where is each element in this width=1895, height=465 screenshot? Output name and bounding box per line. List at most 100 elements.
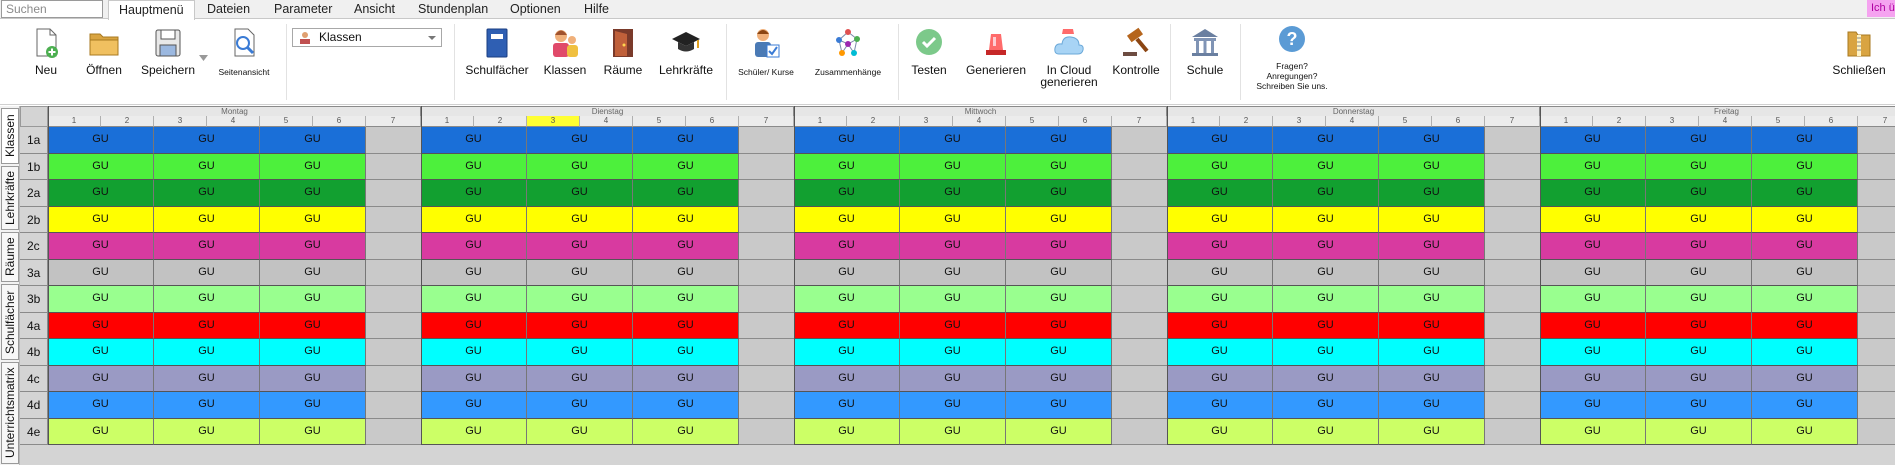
empty-period-cell[interactable] xyxy=(1485,286,1540,313)
empty-period-cell[interactable] xyxy=(366,180,421,207)
class-row-label[interactable]: 4d xyxy=(20,392,48,419)
empty-period-cell[interactable] xyxy=(739,233,794,260)
lesson-cell[interactable]: GU xyxy=(154,312,260,339)
class-row-label[interactable]: 4e xyxy=(20,418,48,445)
empty-period-cell[interactable] xyxy=(1485,365,1540,392)
class-row-label[interactable]: 1a xyxy=(20,127,48,154)
lesson-cell[interactable]: GU xyxy=(1006,180,1112,207)
lesson-cell[interactable]: GU xyxy=(421,339,527,366)
menu-ansicht[interactable]: Ansicht xyxy=(354,2,395,16)
lesson-cell[interactable]: GU xyxy=(1273,206,1379,233)
lesson-cell[interactable]: GU xyxy=(1752,180,1858,207)
class-row-label[interactable]: 3b xyxy=(20,286,48,313)
lesson-cell[interactable]: GU xyxy=(1540,392,1646,419)
period-header[interactable]: 5 xyxy=(1006,116,1059,127)
empty-period-cell[interactable] xyxy=(366,312,421,339)
lesson-cell[interactable]: GU xyxy=(1167,392,1273,419)
empty-period-cell[interactable] xyxy=(739,259,794,286)
lesson-cell[interactable]: GU xyxy=(1646,233,1752,260)
lesson-cell[interactable]: GU xyxy=(527,233,633,260)
empty-period-cell[interactable] xyxy=(1112,312,1167,339)
lesson-cell[interactable]: GU xyxy=(1167,233,1273,260)
lesson-cell[interactable]: GU xyxy=(154,206,260,233)
lesson-cell[interactable]: GU xyxy=(260,339,366,366)
lesson-cell[interactable]: GU xyxy=(48,153,154,180)
lesson-cell[interactable]: GU xyxy=(154,392,260,419)
empty-period-cell[interactable] xyxy=(1485,233,1540,260)
lesson-cell[interactable]: GU xyxy=(794,233,900,260)
lesson-cell[interactable]: GU xyxy=(1273,127,1379,154)
lesson-cell[interactable]: GU xyxy=(1752,127,1858,154)
empty-period-cell[interactable] xyxy=(366,233,421,260)
lesson-cell[interactable]: GU xyxy=(260,233,366,260)
lesson-cell[interactable]: GU xyxy=(1167,312,1273,339)
lesson-cell[interactable]: GU xyxy=(1006,127,1112,154)
test-button[interactable]: Testen xyxy=(906,26,952,77)
empty-period-cell[interactable] xyxy=(739,365,794,392)
lesson-cell[interactable]: GU xyxy=(1646,392,1752,419)
empty-period-cell[interactable] xyxy=(1858,286,1895,313)
lesson-cell[interactable]: GU xyxy=(154,233,260,260)
lesson-cell[interactable]: GU xyxy=(1752,259,1858,286)
lesson-cell[interactable]: GU xyxy=(1540,206,1646,233)
tab-raeume[interactable]: Räume xyxy=(1,232,19,282)
lesson-cell[interactable]: GU xyxy=(633,286,739,313)
empty-period-cell[interactable] xyxy=(1485,127,1540,154)
lesson-cell[interactable]: GU xyxy=(1540,365,1646,392)
lesson-cell[interactable]: GU xyxy=(900,127,1006,154)
empty-period-cell[interactable] xyxy=(1112,365,1167,392)
lesson-cell[interactable]: GU xyxy=(633,127,739,154)
empty-period-cell[interactable] xyxy=(1112,339,1167,366)
empty-period-cell[interactable] xyxy=(1485,392,1540,419)
menu-hauptmenue[interactable]: Hauptmenü xyxy=(108,0,195,20)
lesson-cell[interactable]: GU xyxy=(260,312,366,339)
lesson-cell[interactable]: GU xyxy=(1006,312,1112,339)
empty-period-cell[interactable] xyxy=(1112,180,1167,207)
lesson-cell[interactable]: GU xyxy=(633,153,739,180)
period-header[interactable]: 4 xyxy=(1699,116,1752,127)
lesson-cell[interactable]: GU xyxy=(1273,259,1379,286)
period-header[interactable]: 4 xyxy=(580,116,633,127)
empty-period-cell[interactable] xyxy=(739,312,794,339)
period-header[interactable]: 2 xyxy=(101,116,154,127)
lesson-cell[interactable]: GU xyxy=(1379,312,1485,339)
period-header[interactable]: 3 xyxy=(527,116,580,127)
lesson-cell[interactable]: GU xyxy=(48,418,154,445)
lesson-cell[interactable]: GU xyxy=(154,127,260,154)
lesson-cell[interactable]: GU xyxy=(900,392,1006,419)
lesson-cell[interactable]: GU xyxy=(1752,418,1858,445)
lesson-cell[interactable]: GU xyxy=(1540,259,1646,286)
empty-period-cell[interactable] xyxy=(739,180,794,207)
lesson-cell[interactable]: GU xyxy=(1006,259,1112,286)
lesson-cell[interactable]: GU xyxy=(1006,153,1112,180)
lesson-cell[interactable]: GU xyxy=(633,312,739,339)
empty-period-cell[interactable] xyxy=(1858,365,1895,392)
lesson-cell[interactable]: GU xyxy=(1646,180,1752,207)
period-header[interactable]: 6 xyxy=(1432,116,1485,127)
lesson-cell[interactable]: GU xyxy=(900,312,1006,339)
page-view-button[interactable]: Seitenansicht xyxy=(214,26,274,79)
period-header[interactable]: 1 xyxy=(794,116,847,127)
lesson-cell[interactable]: GU xyxy=(1646,312,1752,339)
lesson-cell[interactable]: GU xyxy=(421,153,527,180)
lesson-cell[interactable]: GU xyxy=(1167,127,1273,154)
lesson-cell[interactable]: GU xyxy=(1752,153,1858,180)
lesson-cell[interactable]: GU xyxy=(1646,286,1752,313)
close-button[interactable]: Schließen xyxy=(1830,26,1888,77)
empty-period-cell[interactable] xyxy=(739,339,794,366)
lesson-cell[interactable]: GU xyxy=(1006,365,1112,392)
lesson-cell[interactable]: GU xyxy=(633,206,739,233)
empty-period-cell[interactable] xyxy=(1858,418,1895,445)
empty-period-cell[interactable] xyxy=(1112,259,1167,286)
lesson-cell[interactable]: GU xyxy=(633,180,739,207)
lesson-cell[interactable]: GU xyxy=(1752,312,1858,339)
lesson-cell[interactable]: GU xyxy=(1379,206,1485,233)
lesson-cell[interactable]: GU xyxy=(1379,418,1485,445)
lesson-cell[interactable]: GU xyxy=(421,206,527,233)
control-button[interactable]: Kontrolle xyxy=(1108,26,1164,77)
rooms-button[interactable]: Räume xyxy=(600,26,646,77)
lesson-cell[interactable]: GU xyxy=(421,312,527,339)
period-header[interactable]: 7 xyxy=(1858,116,1895,127)
lesson-cell[interactable]: GU xyxy=(1752,365,1858,392)
period-header[interactable]: 3 xyxy=(1273,116,1326,127)
